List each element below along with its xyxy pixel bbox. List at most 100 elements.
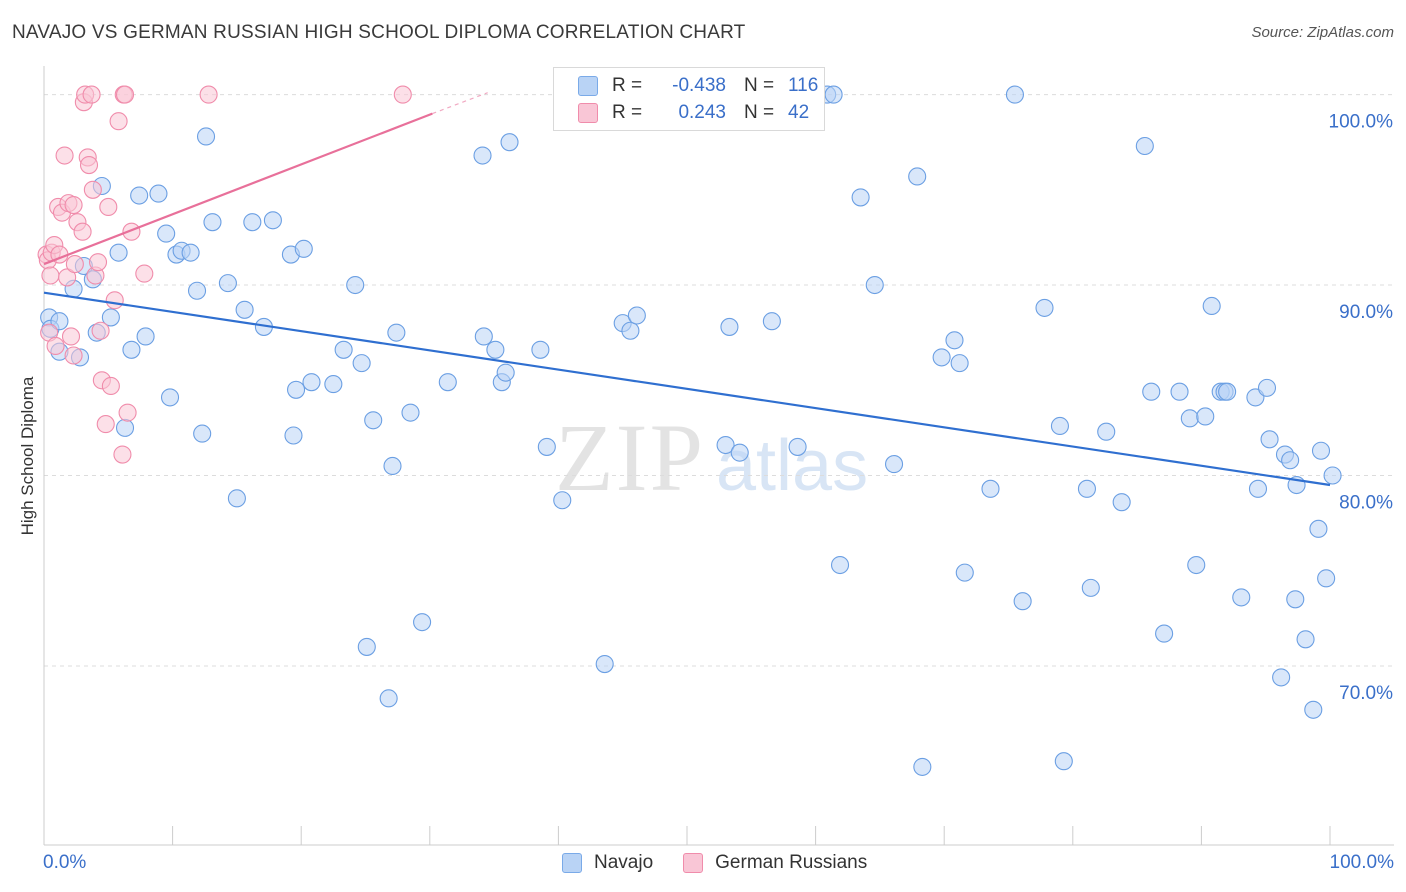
legend-row-navajo: R = -0.438 N = 116 [578, 73, 818, 99]
data-point [203, 213, 222, 232]
trend-line-extension-series-1 [432, 92, 488, 115]
data-point [263, 211, 282, 230]
data-point [122, 340, 141, 359]
legend-r-label: R = [612, 75, 643, 96]
data-point [945, 331, 964, 350]
data-point [130, 186, 149, 205]
data-point [65, 255, 84, 274]
data-point [1281, 451, 1300, 470]
data-point [393, 85, 412, 104]
data-point [788, 437, 807, 456]
data-point [235, 300, 254, 319]
legend-r-label: R = [612, 102, 643, 123]
legend-label-navajo: Navajo [594, 852, 654, 873]
axes [43, 66, 1394, 846]
data-point [851, 188, 870, 207]
data-point [227, 489, 246, 508]
data-point [716, 435, 735, 455]
data-point [58, 268, 77, 287]
data-point [730, 443, 749, 462]
data-point [401, 403, 420, 422]
data-point [1112, 493, 1131, 512]
legend-item-german-russians[interactable]: German Russians [683, 852, 867, 874]
data-point [908, 167, 927, 186]
data-point [149, 184, 168, 203]
data-point [1218, 382, 1237, 401]
data-point [294, 239, 313, 258]
data-point [115, 418, 135, 437]
data-point [364, 411, 383, 430]
data-point [199, 85, 218, 104]
data-point [55, 146, 74, 165]
x-tick-label-max: 100.0% [1329, 852, 1394, 873]
y-tick-label: 100.0% [1329, 112, 1394, 133]
data-point [193, 424, 212, 443]
data-point [720, 317, 739, 336]
data-point [346, 275, 365, 295]
data-point [553, 491, 572, 510]
data-point [413, 613, 432, 632]
data-point [387, 323, 406, 342]
data-point [82, 85, 101, 104]
data-point [595, 655, 614, 674]
data-point [531, 340, 550, 359]
data-point [118, 403, 137, 422]
x-tick-label-min: 0.0% [43, 852, 87, 873]
data-point [762, 312, 781, 331]
legend-swatch-navajo [562, 853, 582, 873]
data-point [1309, 519, 1328, 538]
chart-source: Source: ZipAtlas.com [1251, 24, 1394, 41]
data-point [830, 555, 850, 575]
data-point [1257, 378, 1277, 397]
data-point [61, 327, 81, 346]
data-point [537, 437, 556, 456]
y-tick-label: 90.0% [1339, 302, 1393, 323]
data-point [1097, 422, 1116, 441]
data-point [1296, 630, 1315, 649]
data-point [101, 376, 120, 396]
data-point [1155, 624, 1174, 643]
data-point [73, 222, 92, 241]
legend-item-navajo[interactable]: Navajo [562, 852, 653, 874]
data-point [357, 637, 376, 656]
data-point [884, 455, 904, 474]
y-tick-labels: 70.0% 80.0% 90.0% 100.0% [1329, 112, 1394, 704]
chart-title: NAVAJO VS GERMAN RUSSIAN HIGH SCHOOL DIP… [12, 22, 746, 43]
series-legend: Navajo German Russians [562, 852, 897, 874]
data-point [109, 243, 128, 262]
data-point [1248, 479, 1268, 498]
data-point [1142, 382, 1161, 401]
data-point [950, 354, 969, 373]
data-point [88, 253, 108, 272]
data-point [486, 340, 505, 359]
trend-line-series-0 [43, 291, 1331, 487]
data-point [160, 388, 180, 407]
data-points [37, 85, 1342, 776]
data-point [1232, 588, 1251, 607]
data-point [1187, 555, 1206, 575]
data-point [135, 264, 154, 283]
data-point [284, 426, 303, 445]
data-point [1054, 752, 1073, 771]
y-tick-label: 80.0% [1339, 492, 1393, 513]
legend-n-value-navajo: 116 [788, 75, 819, 96]
data-point [187, 281, 207, 300]
data-point [50, 312, 69, 331]
data-point [1196, 407, 1215, 426]
series-0-points [40, 85, 1342, 776]
data-point [1035, 298, 1054, 317]
data-point [115, 85, 135, 104]
data-point [1260, 430, 1279, 449]
data-point [64, 346, 83, 365]
data-point [83, 180, 102, 199]
data-point [218, 274, 237, 293]
data-point [438, 373, 457, 392]
data-point [1323, 466, 1342, 485]
data-point [955, 563, 974, 582]
data-point [913, 757, 932, 776]
data-point [287, 380, 306, 399]
data-point [500, 133, 519, 152]
data-point [113, 445, 132, 464]
data-point [1170, 382, 1189, 401]
